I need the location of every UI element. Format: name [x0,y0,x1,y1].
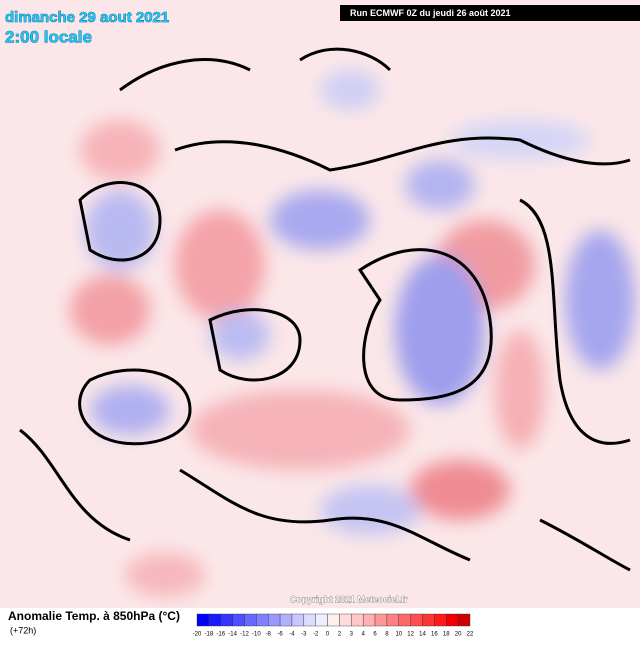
legend-title: Anomalie Temp. à 850hPa (°C) [8,609,180,623]
zero-contours [19,47,631,572]
colorbar-swatch [351,613,364,627]
colorbar-swatch [398,613,411,627]
colorbar-swatch [291,613,305,627]
map [0,0,640,608]
colorbar-swatch [410,613,423,627]
colorbar: -20 -18 -16 -14 -12 -10 -8 -6 -4 -3 -2 0 2 3 4 6 8 10 12 14… [193,613,474,638]
colorbar-tick-label: 8 [385,632,389,638]
colorbar-tick-label: 3 [350,632,354,638]
colorbar-tick-label: 16 [431,632,438,638]
copyright: Copyright 2021 Meteociel.fr [290,594,408,604]
colorbar-tick-label: -2 [313,632,319,638]
colorbar-tick-label: -10 [252,632,261,638]
colorbar-tick-label: 2 [338,632,342,638]
colorbar-swatch [268,613,281,627]
colorbar-tick-label: -16 [216,632,225,638]
colorbar-swatch [244,613,257,627]
colorbar-swatch [327,613,340,627]
date-label: dimanche 29 aout 2021 [5,9,169,26]
colorbar-swatch [374,613,388,627]
colorbar-swatch [256,613,269,627]
anomaly-field [70,70,635,597]
colorbar-tick-label: 20 [455,632,462,638]
colorbar-tick-label: -8 [266,632,272,638]
colorbar-tick-label: 4 [362,632,366,638]
colorbar-tick-label: 0 [326,632,330,638]
colorbar-swatch [422,613,435,627]
run-label: Run ECMWF 0Z du jeudi 26 août 2021 [350,8,511,18]
colorbar-swatch [220,613,233,627]
lead-time: (+72h) [10,625,36,635]
colorbar-tick-label: -12 [240,632,249,638]
colorbar-tick-label: -18 [205,632,214,638]
colorbar-swatch [196,613,210,627]
colorbar-tick-label: 22 [467,632,474,638]
colorbar-tick-label: -14 [228,632,237,638]
colorbar-swatch [386,613,399,627]
colorbar-swatch [362,613,376,627]
colorbar-tick-label: 18 [443,632,450,638]
colorbar-swatch [434,613,447,627]
colorbar-tick-label: -3 [301,632,307,638]
colorbar-swatch [457,613,471,627]
colorbar-tick-label: 12 [407,632,414,638]
colorbar-swatch [339,613,352,627]
colorbar-swatch [315,613,328,627]
run-banner [340,5,640,21]
colorbar-swatch [446,613,459,627]
colorbar-tick-label: -6 [277,632,283,638]
colorbar-tick-label: 14 [419,632,426,638]
colorbar-swatch [303,613,316,627]
colorbar-tick-label: 10 [395,632,402,638]
colorbar-swatch [232,613,245,627]
colorbar-tick-label: -20 [193,632,202,638]
colorbar-swatch [279,613,293,627]
colorbar-tick-label: -4 [289,632,295,638]
colorbar-swatch [208,613,221,627]
colorbar-tick-label: 6 [373,632,377,638]
time-label: 2:00 locale [5,27,92,46]
